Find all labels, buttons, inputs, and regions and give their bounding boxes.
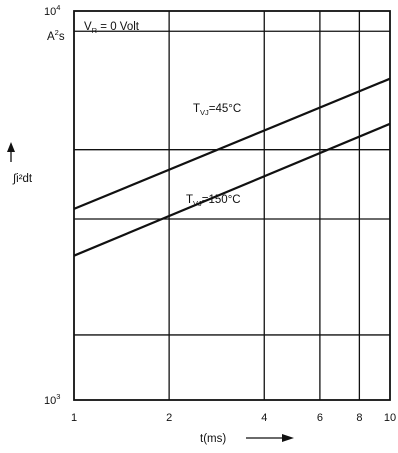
y-axis-label: ∫i²dt xyxy=(12,173,33,185)
y-axis-arrow-head xyxy=(7,142,15,152)
x-tick-label: 4 xyxy=(261,412,267,424)
x-tick-label: 10 xyxy=(384,412,396,424)
x-axis-label: t(ms) xyxy=(200,433,226,445)
series-label-150: TVJ=150°C xyxy=(186,194,241,208)
series-label-45: TVJ=45°C xyxy=(193,103,241,117)
y-tick-label-top: 104 xyxy=(44,3,60,18)
grid-layer xyxy=(74,11,390,400)
series-line-0 xyxy=(73,77,391,210)
y-axis-label-group: ∫i²dt xyxy=(7,142,33,185)
y-tick-label-bottom: 103 xyxy=(44,392,60,407)
series-layer xyxy=(73,77,391,257)
x-axis-label-group: t(ms) xyxy=(200,433,294,445)
annotation-vr: VR = 0 Volt xyxy=(84,21,140,35)
series-line-1 xyxy=(73,122,391,257)
x-axis-arrow-head xyxy=(282,434,294,442)
x-tick-label: 1 xyxy=(71,412,77,424)
plot-frame xyxy=(73,10,391,401)
x-tick-label: 2 xyxy=(166,412,172,424)
x-tick-label: 6 xyxy=(317,412,323,424)
y-unit-label: A2s xyxy=(47,28,65,43)
x-tick-label: 8 xyxy=(356,412,362,424)
tick-label-layer: 1 2 4 6 8 10 104 103 xyxy=(44,3,396,424)
